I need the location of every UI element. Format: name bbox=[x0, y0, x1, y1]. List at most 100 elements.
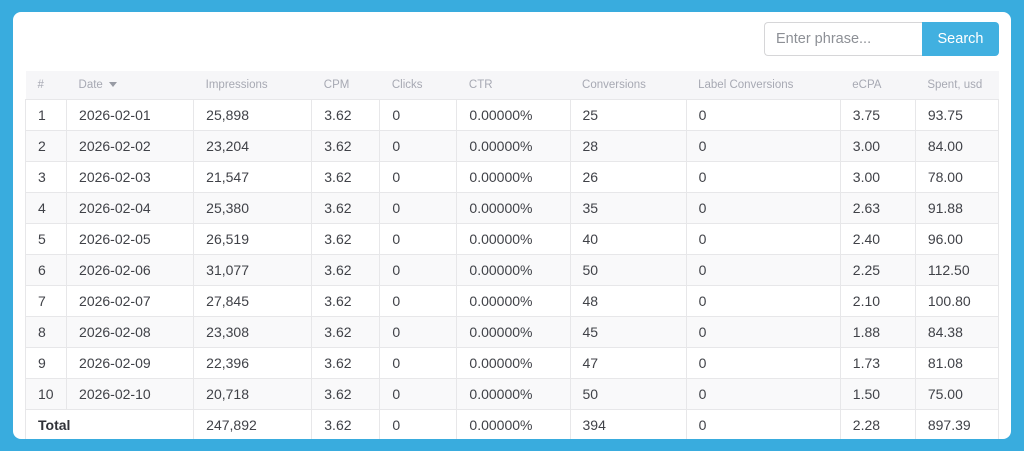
cell-conversions: 28 bbox=[569, 130, 687, 162]
column-header-label: Spent, usd bbox=[927, 79, 983, 91]
cell-conversions: 50 bbox=[569, 254, 687, 286]
table-row: 1 2026-02-01 25,898 3.62 0 0.00000% 25 0 3.75 93.… bbox=[24, 99, 1000, 131]
cell-cpm: 3.62 bbox=[311, 130, 381, 162]
table-row: 3 2026-02-03 21,547 3.62 0 0.00000% 26 0 3.00 78.… bbox=[24, 161, 1000, 193]
cell-num: 1 bbox=[24, 99, 68, 131]
cell-ecpa: 3.00 bbox=[839, 130, 916, 162]
cell-ctr: 0.00000% bbox=[456, 347, 571, 379]
cell-spent_usd: 96.00 bbox=[914, 223, 1000, 255]
cell-ctr: 0.00000% bbox=[456, 99, 571, 131]
total-cell-ecpa: 2.28 bbox=[839, 409, 916, 439]
cell-date: 2026-02-07 bbox=[66, 285, 195, 317]
column-header-ctr[interactable]: CTR bbox=[456, 71, 571, 100]
cell-spent_usd: 112.50 bbox=[914, 254, 1000, 286]
cell-ecpa: 3.75 bbox=[839, 99, 916, 131]
cell-ctr: 0.00000% bbox=[456, 285, 571, 317]
cell-cpm: 3.62 bbox=[311, 254, 381, 286]
cell-impressions: 25,380 bbox=[193, 192, 313, 224]
cell-spent_usd: 84.38 bbox=[914, 316, 1000, 348]
cell-label_conversions: 0 bbox=[685, 347, 841, 379]
column-header-label: CTR bbox=[468, 79, 493, 91]
table-row: 4 2026-02-04 25,380 3.62 0 0.00000% 35 0 2.63 91.… bbox=[24, 192, 1000, 224]
cell-impressions: 23,308 bbox=[193, 316, 313, 348]
column-header-label: Clicks bbox=[391, 79, 423, 91]
cell-conversions: 26 bbox=[569, 161, 687, 193]
total-cell-clicks: 0 bbox=[379, 409, 458, 439]
search-input[interactable] bbox=[764, 22, 922, 56]
search-button[interactable]: Search bbox=[922, 22, 999, 56]
cell-cpm: 3.62 bbox=[311, 161, 381, 193]
cell-date: 2026-02-09 bbox=[66, 347, 195, 379]
cell-date: 2026-02-10 bbox=[66, 378, 195, 410]
table-row: 6 2026-02-06 31,077 3.62 0 0.00000% 50 0 2.25 112… bbox=[24, 254, 1000, 286]
cell-conversions: 48 bbox=[569, 285, 687, 317]
cell-spent_usd: 78.00 bbox=[914, 161, 1000, 193]
total-cell-spent_usd: 897.39 bbox=[914, 409, 1000, 439]
cell-conversions: 40 bbox=[569, 223, 687, 255]
column-header-num[interactable]: # bbox=[25, 71, 67, 100]
cell-ecpa: 1.73 bbox=[839, 347, 916, 379]
cell-num: 2 bbox=[24, 130, 68, 162]
cell-label_conversions: 0 bbox=[685, 285, 841, 317]
column-header-clicks[interactable]: Clicks bbox=[379, 71, 457, 100]
cell-num: 10 bbox=[24, 378, 68, 410]
cell-num: 6 bbox=[24, 254, 68, 286]
column-header-cpm[interactable]: CPM bbox=[311, 71, 380, 100]
cell-conversions: 45 bbox=[569, 316, 687, 348]
cell-clicks: 0 bbox=[379, 99, 458, 131]
cell-ecpa: 3.00 bbox=[839, 161, 916, 193]
column-header-date[interactable]: Date bbox=[66, 71, 194, 100]
cell-cpm: 3.62 bbox=[311, 347, 381, 379]
table-row: 8 2026-02-08 23,308 3.62 0 0.00000% 45 0 1.88 84.… bbox=[24, 316, 1000, 348]
column-header-spent_usd[interactable]: Spent, usd bbox=[915, 71, 999, 100]
cell-impressions: 26,519 bbox=[193, 223, 313, 255]
cell-cpm: 3.62 bbox=[311, 223, 381, 255]
cell-conversions: 35 bbox=[569, 192, 687, 224]
search-group: Search bbox=[764, 22, 999, 56]
column-header-conversions[interactable]: Conversions bbox=[570, 71, 687, 100]
cell-ecpa: 2.10 bbox=[839, 285, 916, 317]
stats-table: # Date Impressions CPM Clicks CTR Conversions L… bbox=[24, 71, 1000, 439]
cell-num: 9 bbox=[24, 347, 68, 379]
toolbar: Search bbox=[25, 12, 999, 56]
cell-date: 2026-02-03 bbox=[66, 161, 195, 193]
cell-date: 2026-02-06 bbox=[66, 254, 195, 286]
table-row: 10 2026-02-10 20,718 3.62 0 0.00000% 50 0 1.50 75… bbox=[24, 378, 1000, 410]
cell-date: 2026-02-04 bbox=[66, 192, 195, 224]
cell-num: 8 bbox=[24, 316, 68, 348]
cell-clicks: 0 bbox=[379, 192, 458, 224]
cell-cpm: 3.62 bbox=[311, 316, 381, 348]
cell-ecpa: 1.50 bbox=[839, 378, 916, 410]
cell-ctr: 0.00000% bbox=[456, 316, 571, 348]
cell-clicks: 0 bbox=[379, 130, 458, 162]
cell-spent_usd: 91.88 bbox=[914, 192, 1000, 224]
total-cell-conversions: 394 bbox=[569, 409, 687, 439]
table-body: 1 2026-02-01 25,898 3.62 0 0.00000% 25 0 3.75 93.… bbox=[24, 99, 1000, 439]
cell-date: 2026-02-08 bbox=[66, 316, 195, 348]
cell-num: 3 bbox=[24, 161, 68, 193]
total-cell-label_conversions: 0 bbox=[685, 409, 841, 439]
cell-conversions: 25 bbox=[569, 99, 687, 131]
cell-date: 2026-02-05 bbox=[66, 223, 195, 255]
column-header-label: # bbox=[37, 79, 44, 91]
cell-spent_usd: 75.00 bbox=[914, 378, 1000, 410]
table-row: 2 2026-02-02 23,204 3.62 0 0.00000% 28 0 3.00 84.… bbox=[24, 130, 1000, 162]
cell-label_conversions: 0 bbox=[685, 99, 841, 131]
cell-num: 5 bbox=[24, 223, 68, 255]
cell-ecpa: 2.40 bbox=[839, 223, 916, 255]
column-header-impressions[interactable]: Impressions bbox=[193, 71, 312, 100]
column-header-label_conversions[interactable]: Label Conversions bbox=[686, 71, 841, 100]
cell-date: 2026-02-01 bbox=[66, 99, 195, 131]
cell-label_conversions: 0 bbox=[685, 316, 841, 348]
cell-clicks: 0 bbox=[379, 316, 458, 348]
cell-impressions: 25,898 bbox=[193, 99, 313, 131]
cell-ctr: 0.00000% bbox=[456, 130, 571, 162]
cell-impressions: 20,718 bbox=[193, 378, 313, 410]
column-header-ecpa[interactable]: eCPA bbox=[840, 71, 916, 100]
cell-label_conversions: 0 bbox=[685, 223, 841, 255]
sort-caret-down-icon bbox=[108, 82, 117, 88]
cell-cpm: 3.62 bbox=[311, 285, 381, 317]
total-label: Total bbox=[24, 409, 195, 439]
total-cell-ctr: 0.00000% bbox=[456, 409, 571, 439]
cell-conversions: 47 bbox=[569, 347, 687, 379]
